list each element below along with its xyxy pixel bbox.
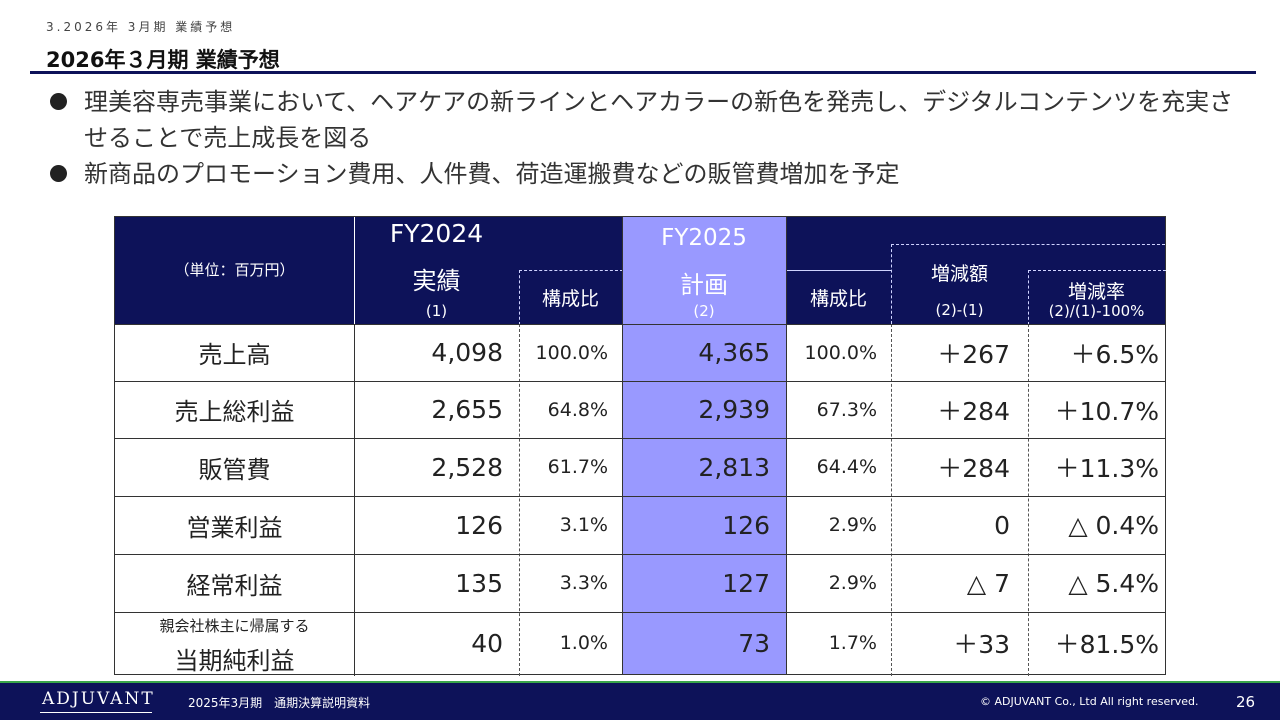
fy2025-value: 2,813 [698,452,770,482]
ratio-2024-value: 61.7% [547,456,608,478]
breadcrumb: 3.2026年 3月期 業績予想 [46,20,236,34]
header-divider [891,244,892,324]
page-number: 26 [1236,693,1256,711]
row-label: 経常利益 [186,571,283,600]
diff-value: ＋284 [937,454,1010,483]
logo-underline [40,712,152,713]
ratio-2025-value: 64.4% [816,456,877,478]
fy2024-value: 2,655 [431,395,503,424]
column-divider [786,217,787,674]
bullet-text: 新商品のプロモーション費用、人件費、荷造運搬費などの販管費増加を予定 [84,160,900,188]
row-label: 販管費 [198,455,271,484]
rate-value: △ 5.4% [1068,568,1159,598]
row-label: 売上総利益 [174,398,295,426]
footer-bar: ADJUVANT 2025年3月期 通期決算説明資料 © ADJUVANT Co… [0,681,1280,720]
ratio-2024-value: 3.3% [559,572,608,594]
document-title: 2025年3月期 通期決算説明資料 [188,696,371,710]
fy2025-value: 73 [738,628,770,658]
rate-formula: (2)/(1)-100% [1048,302,1145,320]
column-divider [519,324,520,676]
column-divider [1028,324,1029,676]
diff-value: ＋33 [953,630,1010,659]
diff-value: ＋267 [937,339,1010,369]
page-title: 2026年３月期 業績予想 [46,48,280,72]
fy2024-label: 実績 [412,267,461,295]
diff-value: 0 [994,510,1010,540]
header-divider [519,270,623,325]
ratio-2025-value: 100.0% [804,341,877,364]
ratio-2025-value: 2.9% [828,514,877,536]
header-divider [1028,270,1166,325]
ratio-2024-value: 3.1% [559,514,608,536]
rate-value: ＋11.3% [1054,454,1159,483]
ratio-2025-header: 構成比 [809,288,867,310]
fy2024-year: FY2024 [389,219,484,248]
fy2024-value: 4,098 [431,338,503,367]
diff-value: △ 7 [966,568,1010,598]
forecast-table: （単位：百万円） FY2024 実績 (1) 構成比 FY2025 計画 (2)… [114,216,1166,676]
row-divider [115,496,1165,497]
rate-value: ＋81.5% [1054,630,1159,659]
row-label: 営業利益 [186,513,283,542]
diff-formula: (2)-(1) [935,301,984,319]
fy2025-value: 126 [722,510,770,540]
rate-value: ＋10.7% [1054,396,1159,426]
row-divider [115,612,1165,613]
row-label: 売上高 [198,341,271,369]
rate-value: ＋6.5% [1070,339,1159,369]
ratio-2024-header: 構成比 [541,288,599,310]
fy2025-code: (2) [693,302,715,320]
ratio-2025-value: 1.7% [828,632,877,654]
title-divider [30,71,1256,74]
ratio-2025-value: 2.9% [828,572,877,594]
fy2025-value: 2,939 [698,395,770,424]
unit-label: （単位：百万円） [174,261,295,279]
header-divider [891,244,1165,245]
column-divider [891,324,892,676]
fy2025-value: 4,365 [698,338,770,367]
rate-header: 増減率 [1067,281,1125,303]
bullet-dot-icon [50,93,67,110]
plan-column-highlight [622,217,786,674]
ratio-2025-value: 67.3% [816,398,877,421]
ratio-2024-value: 64.8% [547,398,608,421]
company-logo: ADJUVANT [42,689,155,709]
bullet-dot-icon [50,165,67,182]
column-divider [354,324,355,676]
fy2024-code: (1) [425,302,448,320]
column-divider [622,217,623,674]
row-divider [115,438,1165,439]
bullet-item: 理美容専売事業において、ヘアケアの新ラインとヘアカラーの新色を発売し、デジタルコ… [50,84,1240,156]
fy2024-value: 135 [455,568,503,598]
fy2024-value: 2,528 [431,452,503,482]
row-divider [115,324,1165,325]
bullet-text: 理美容専売事業において、ヘアケアの新ラインとヘアカラーの新色を発売し、デジタルコ… [84,88,1234,152]
fy2025-label: 計画 [680,271,728,299]
rate-value: △ 0.4% [1068,510,1159,540]
bullet-list: 理美容専売事業において、ヘアケアの新ラインとヘアカラーの新色を発売し、デジタルコ… [50,84,1240,192]
fy2024-value: 126 [455,510,503,540]
ratio-2024-value: 100.0% [535,341,608,364]
bullet-item: 新商品のプロモーション費用、人件費、荷造運搬費などの販管費増加を予定 [50,156,1240,192]
row-divider [115,554,1165,555]
diff-header: 増減額 [930,263,988,285]
copyright-text: © ADJUVANT Co., Ltd All right reserved. [980,695,1199,708]
fy2025-year: FY2025 [661,225,747,251]
row-label: 当期純利益 [174,647,295,675]
header-divider [786,270,891,271]
row-divider [115,381,1165,382]
fy2024-value: 40 [471,628,503,658]
fy2025-value: 127 [722,568,770,598]
diff-value: ＋284 [937,396,1010,426]
row-label-prefix: 親会社株主に帰属する [159,617,310,635]
ratio-2024-value: 1.0% [559,632,608,654]
